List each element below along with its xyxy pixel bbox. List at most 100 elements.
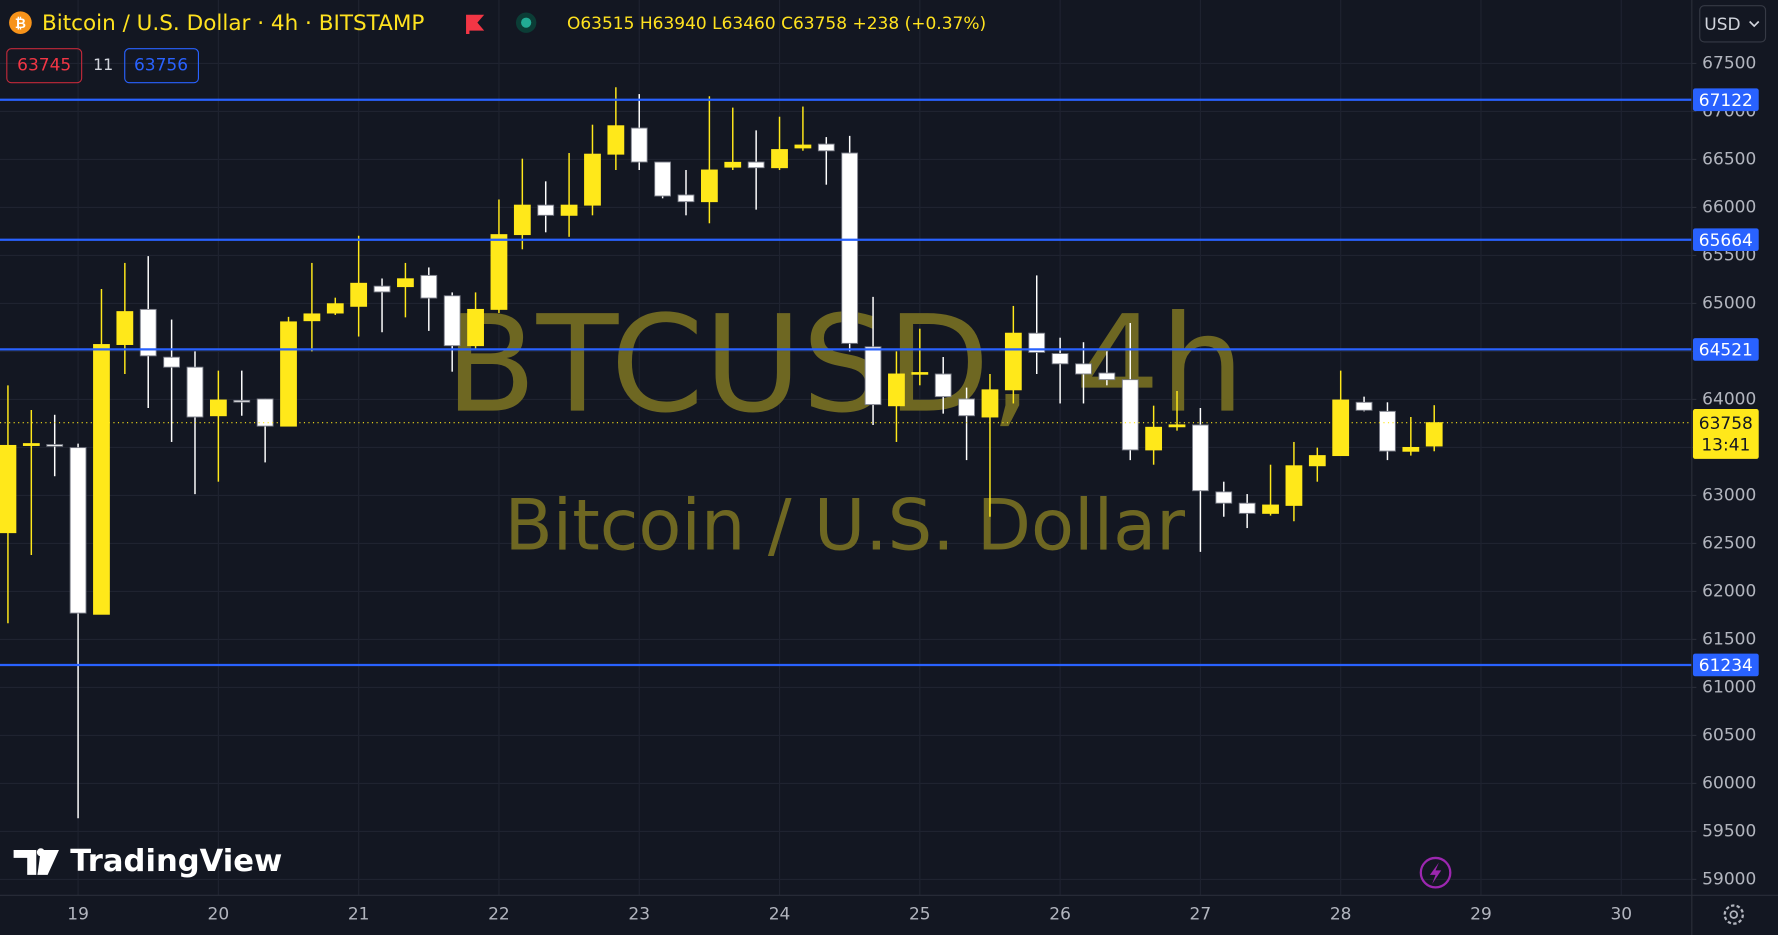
last-price-label: 63758 [1699,414,1753,434]
y-tick-label: 59500 [1702,821,1756,841]
candle-body [373,285,391,293]
candle-body [1004,332,1022,391]
candle-body [607,125,625,155]
y-tick-label: 60500 [1702,725,1756,745]
level-label-bg [1692,653,1759,677]
x-tick-label: 27 [1190,905,1212,925]
brand-name[interactable]: TradingView [70,844,282,879]
candle-body [513,204,531,236]
x-tick-label: 29 [1470,905,1492,925]
candle-body [1425,422,1443,447]
candle-body [1215,491,1233,504]
level-label-bg [1692,338,1759,361]
level-label: 67122 [1699,91,1753,111]
candle-body [1192,424,1209,492]
x-tick-label: 21 [348,905,370,925]
x-tick-label: 19 [67,905,89,925]
candle-body [841,152,859,344]
level-label-bg [1692,228,1759,252]
candle-body [560,204,578,216]
currency-dropdown[interactable] [1699,5,1767,43]
candle-body [209,399,227,417]
coin-icon [9,11,32,35]
ask-price[interactable]: 63756 [134,56,188,76]
candle-body [1168,424,1186,428]
y-tick-label: 62500 [1702,533,1756,553]
candle-body [0,444,17,534]
candle-body [139,308,157,357]
candle-body [1332,399,1350,457]
candle-body [911,372,929,375]
candle-body [116,311,134,345]
countdown-label: 13:41 [1701,435,1750,455]
candle-body [677,194,695,203]
candle-body [1121,379,1139,451]
candle-body [888,373,905,407]
y-tick-label: 62000 [1702,581,1756,601]
candle-body [186,366,204,418]
candle-body [1075,363,1092,375]
candle-body [350,282,368,307]
brand-logo [13,850,59,875]
candle-body [1098,372,1116,381]
candle-body [69,447,87,614]
candle-body [467,308,484,347]
symbol-title[interactable]: Bitcoin / U.S. Dollar · 4h · BITSTAMP [42,11,424,36]
candle-body [443,295,461,347]
y-tick-label: 63000 [1702,485,1756,505]
candle-body [747,161,765,169]
candle-body [1028,332,1046,353]
candle-body [1238,502,1256,514]
candle-body [397,278,414,288]
y-tick-label: 66500 [1702,149,1756,169]
candle-body [46,444,64,447]
candle-body [1379,410,1396,452]
candle-body [1145,426,1163,451]
y-tick-label: 60000 [1702,773,1756,793]
candle-body [490,234,508,310]
settings-button[interactable] [1723,904,1744,925]
buy-box[interactable] [124,48,200,84]
level-label: 65664 [1699,231,1753,251]
candle-body [817,143,835,152]
currency-label[interactable]: USD [1704,15,1740,35]
candle-body [420,274,438,299]
candle-body [1051,353,1069,365]
candle-body [280,321,297,427]
candle-body [1285,465,1303,506]
candle-body [584,153,601,206]
candle-body [630,127,648,163]
lightning-icon [1429,862,1442,884]
candle-body [654,161,672,197]
status-dot [521,17,532,28]
candle-body [1308,455,1326,467]
bid-price[interactable]: 63745 [17,56,71,76]
brand-logo-dot [36,848,45,857]
candle-body [724,161,742,168]
candle-body [981,389,999,418]
x-tick-label: 30 [1610,905,1632,925]
ohlc-legend: O63515 H63940 L63460 C63758 +238 (+0.37%… [567,14,986,34]
candle-body [537,204,555,216]
candle-body [1262,504,1279,514]
candle-body [700,169,718,203]
candle-body [163,356,180,368]
flag-icon[interactable] [466,14,485,34]
candle-body [22,443,40,446]
candle-body [1402,446,1420,452]
y-tick-label: 59000 [1702,869,1756,889]
spread: 11 [93,55,113,74]
axes: 59000 59500 60000 60500 61000 61500 62000 62500… [67,53,1759,925]
level-label-bg [1692,88,1759,112]
x-tick-label: 28 [1330,905,1352,925]
x-tick-label: 26 [1049,905,1071,925]
lightning-button[interactable] [1419,856,1452,889]
sell-box[interactable] [6,48,83,84]
candle-body [771,149,788,169]
dropdown-caret [1749,20,1760,28]
candle-body [1355,401,1373,411]
candle-body [794,144,812,149]
